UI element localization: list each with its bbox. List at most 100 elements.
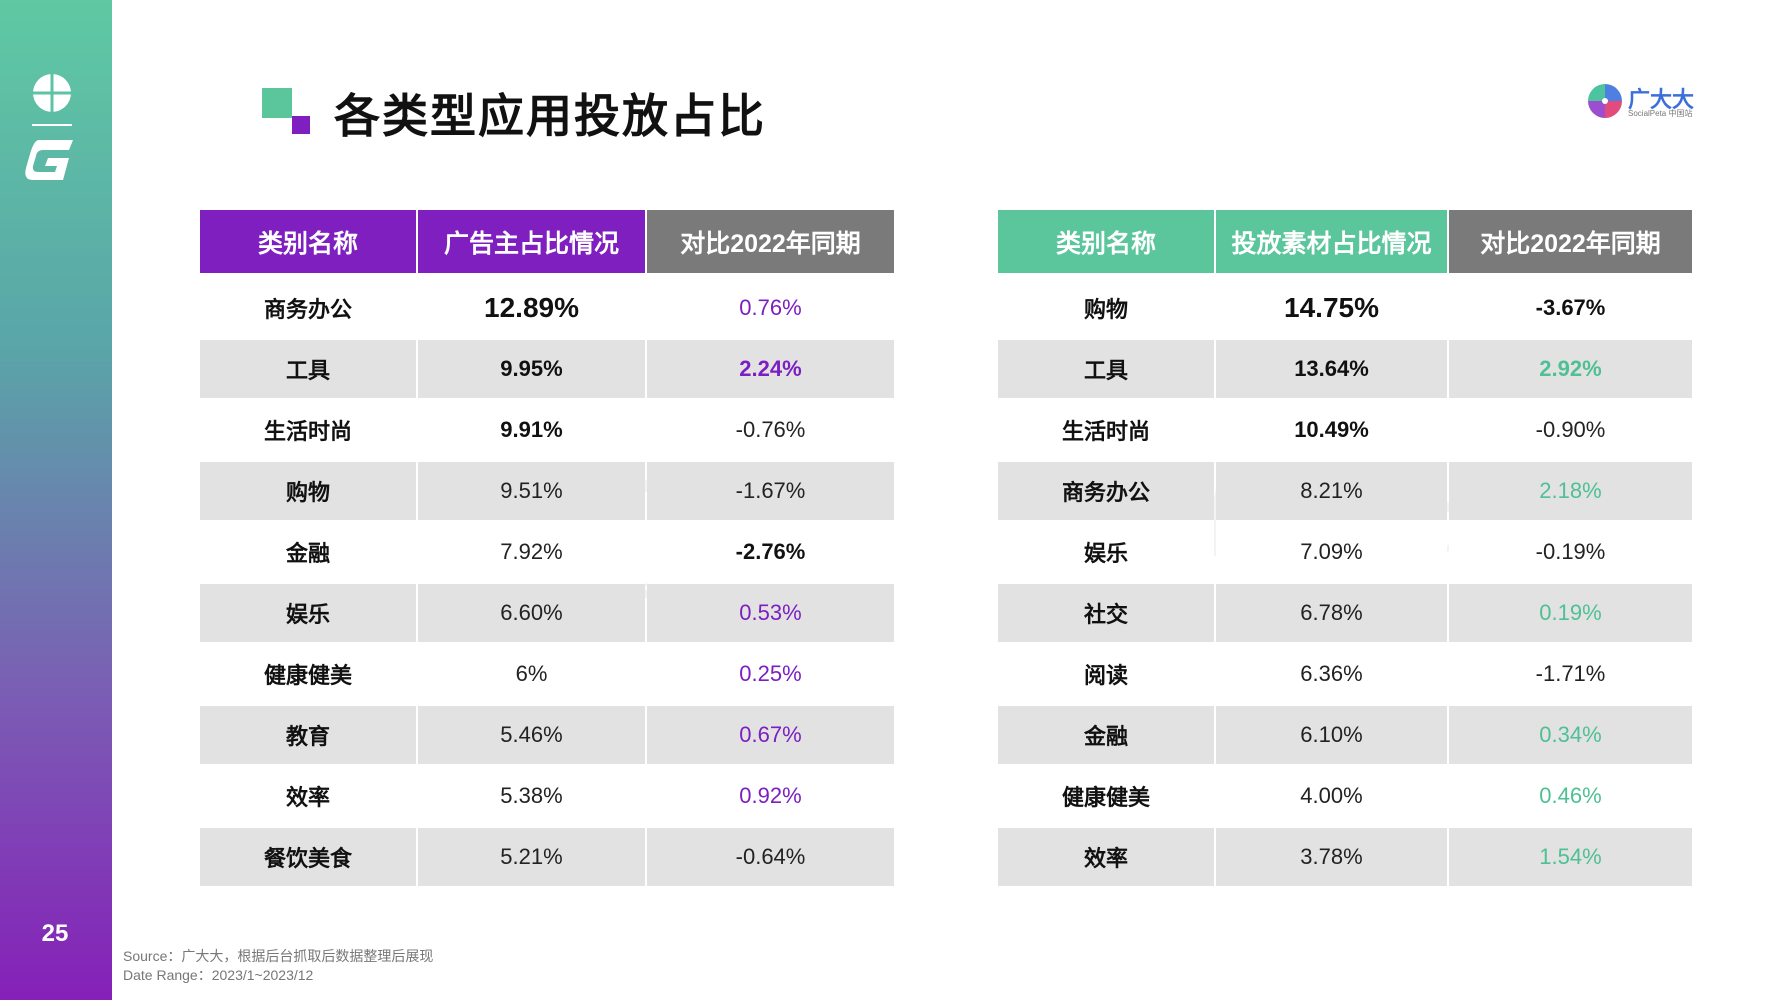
table-row: 阅读 6.36% -1.71% xyxy=(998,642,1692,703)
change-cell: -0.19% xyxy=(1449,520,1692,581)
change-cell: 0.19% xyxy=(1449,581,1692,642)
logo-divider xyxy=(32,124,72,126)
category-cell: 工具 xyxy=(998,337,1214,398)
table-row: 商务办公 12.89% 0.76% xyxy=(200,276,894,337)
table-row: 健康健美 4.00% 0.46% xyxy=(998,764,1692,825)
source-text: Source：广大大，根据后台抓取后数据整理后展现 xyxy=(123,948,434,964)
table-row: 购物 14.75% -3.67% xyxy=(998,276,1692,337)
share-cell: 14.75% xyxy=(1216,276,1447,337)
table-row: 购物 9.51% -1.67% xyxy=(200,459,894,520)
change-cell: 2.24% xyxy=(647,337,894,398)
share-cell: 8.21% xyxy=(1216,459,1447,520)
date-range-text: Date Range：2023/1~2023/12 xyxy=(123,967,314,983)
column-header: 类别名称 xyxy=(200,210,416,276)
table-row: 工具 13.64% 2.92% xyxy=(998,337,1692,398)
category-cell: 健康健美 xyxy=(998,764,1214,825)
table-row: 餐饮美食 5.21% -0.64% xyxy=(200,825,894,886)
pie-logo-icon xyxy=(33,74,71,112)
table-row: 金融 7.92% -2.76% xyxy=(200,520,894,581)
brand-subtitle: SocialPeta 中国站 xyxy=(1628,109,1693,118)
share-cell: 4.00% xyxy=(1216,764,1447,825)
table-row: 健康健美 6% 0.25% xyxy=(200,642,894,703)
creative-share-table: 类别名称 投放素材占比情况 对比2022年同期 购物 14.75% -3.67%… xyxy=(996,210,1694,886)
share-cell: 13.64% xyxy=(1216,337,1447,398)
share-cell: 10.49% xyxy=(1216,398,1447,459)
column-header: 投放素材占比情况 xyxy=(1216,210,1447,276)
category-cell: 购物 xyxy=(998,276,1214,337)
category-cell: 效率 xyxy=(200,764,416,825)
category-cell: 教育 xyxy=(200,703,416,764)
change-cell: 0.67% xyxy=(647,703,894,764)
change-cell: 0.53% xyxy=(647,581,894,642)
change-cell: 0.34% xyxy=(1449,703,1692,764)
brand-pie-icon xyxy=(1588,84,1622,118)
source-note: Source：广大大，根据后台抓取后数据整理后展现 Date Range：202… xyxy=(123,947,433,985)
change-cell: -0.76% xyxy=(647,398,894,459)
table-row: 商务办公 8.21% 2.18% xyxy=(998,459,1692,520)
change-cell: 2.92% xyxy=(1449,337,1692,398)
change-cell: 1.54% xyxy=(1449,825,1692,886)
brand-logo: 广大大 SocialPeta 中国站 xyxy=(1588,82,1698,122)
category-cell: 娱乐 xyxy=(200,581,416,642)
change-cell: 0.46% xyxy=(1449,764,1692,825)
category-cell: 效率 xyxy=(998,825,1214,886)
change-cell: -1.67% xyxy=(647,459,894,520)
category-cell: 健康健美 xyxy=(200,642,416,703)
change-cell: -2.76% xyxy=(647,520,894,581)
table-row: 社交 6.78% 0.19% xyxy=(998,581,1692,642)
change-cell: 0.92% xyxy=(647,764,894,825)
share-cell: 5.46% xyxy=(418,703,645,764)
share-cell: 9.95% xyxy=(418,337,645,398)
change-cell: 2.18% xyxy=(1449,459,1692,520)
share-cell: 5.21% xyxy=(418,825,645,886)
change-cell: -0.90% xyxy=(1449,398,1692,459)
change-cell: -1.71% xyxy=(1449,642,1692,703)
table-row: 娱乐 7.09% -0.19% xyxy=(998,520,1692,581)
share-cell: 6.36% xyxy=(1216,642,1447,703)
table-row: 效率 3.78% 1.54% xyxy=(998,825,1692,886)
flat-ads-logo-icon xyxy=(25,140,73,180)
column-header: 类别名称 xyxy=(998,210,1214,276)
change-cell: 0.25% xyxy=(647,642,894,703)
column-header: 对比2022年同期 xyxy=(1449,210,1692,276)
change-cell: -0.64% xyxy=(647,825,894,886)
page-number: 25 xyxy=(41,920,69,947)
category-cell: 娱乐 xyxy=(998,520,1214,581)
table-row: 效率 5.38% 0.92% xyxy=(200,764,894,825)
share-cell: 3.78% xyxy=(1216,825,1447,886)
share-cell: 7.09% xyxy=(1216,520,1447,581)
change-cell: -3.67% xyxy=(1449,276,1692,337)
column-header: 广告主占比情况 xyxy=(418,210,645,276)
category-cell: 商务办公 xyxy=(998,459,1214,520)
category-cell: 工具 xyxy=(200,337,416,398)
category-cell: 社交 xyxy=(998,581,1214,642)
share-cell: 12.89% xyxy=(418,276,645,337)
category-cell: 购物 xyxy=(200,459,416,520)
table-row: 生活时尚 10.49% -0.90% xyxy=(998,398,1692,459)
page-title: 各类型应用投放占比 xyxy=(334,90,766,142)
brand-name: 广大大 xyxy=(1628,87,1695,112)
table-row: 工具 9.95% 2.24% xyxy=(200,337,894,398)
title-marker-icon xyxy=(262,88,310,134)
share-cell: 6.60% xyxy=(418,581,645,642)
advertiser-share-table: 类别名称 广告主占比情况 对比2022年同期 商务办公 12.89% 0.76%… xyxy=(198,210,896,886)
share-cell: 9.51% xyxy=(418,459,645,520)
share-cell: 6.78% xyxy=(1216,581,1447,642)
share-cell: 9.91% xyxy=(418,398,645,459)
table-row: 金融 6.10% 0.34% xyxy=(998,703,1692,764)
share-cell: 5.38% xyxy=(418,764,645,825)
category-cell: 生活时尚 xyxy=(998,398,1214,459)
category-cell: 金融 xyxy=(998,703,1214,764)
table-row: 娱乐 6.60% 0.53% xyxy=(200,581,894,642)
category-cell: 金融 xyxy=(200,520,416,581)
sidebar: 25 xyxy=(0,0,112,1000)
category-cell: 生活时尚 xyxy=(200,398,416,459)
category-cell: 商务办公 xyxy=(200,276,416,337)
category-cell: 餐饮美食 xyxy=(200,825,416,886)
category-cell: 阅读 xyxy=(998,642,1214,703)
column-header: 对比2022年同期 xyxy=(647,210,894,276)
share-cell: 6.10% xyxy=(1216,703,1447,764)
table-row: 教育 5.46% 0.67% xyxy=(200,703,894,764)
table-row: 生活时尚 9.91% -0.76% xyxy=(200,398,894,459)
share-cell: 6% xyxy=(418,642,645,703)
